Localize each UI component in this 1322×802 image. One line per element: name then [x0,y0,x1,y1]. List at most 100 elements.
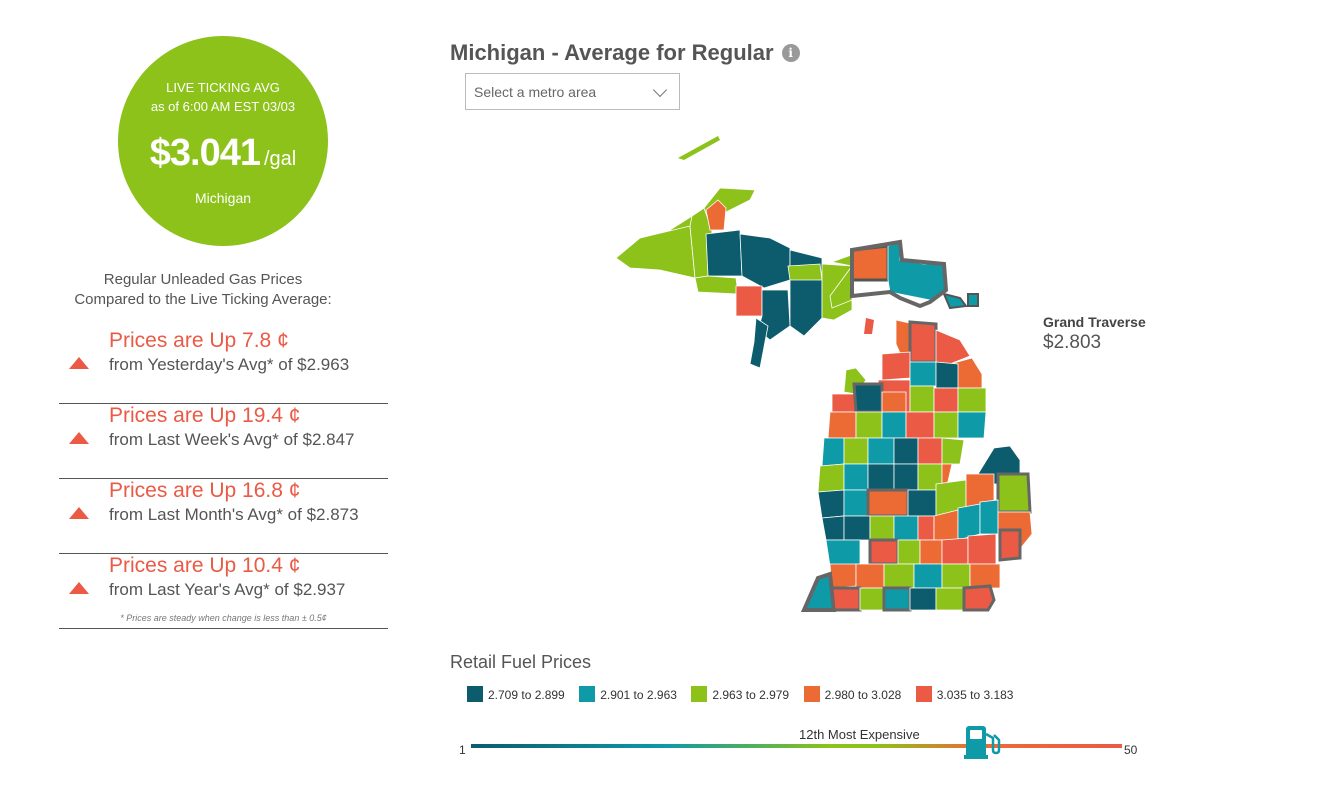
county-menominee[interactable] [749,317,769,369]
county-iron[interactable] [694,275,739,295]
county-drummond[interactable] [967,293,979,307]
county-schoolcraft[interactable] [789,249,823,337]
county-dickinson[interactable] [735,285,763,317]
legend-item: 3.035 to 3.183 [915,686,1013,702]
county-benzie[interactable] [831,393,857,413]
change-detail: from Last Week's Avg* of $2.847 [109,430,355,449]
county-wayne[interactable] [969,563,1001,589]
county-oceana[interactable] [817,463,845,493]
rank-min: 1 [459,743,466,757]
county-montmorency[interactable] [935,361,959,389]
county-st-clair-north[interactable] [979,499,999,535]
county-cheboygan[interactable] [908,320,938,364]
county-alger[interactable] [739,233,791,289]
county-mecosta[interactable] [867,463,895,491]
county-kent[interactable] [843,515,871,541]
county-presque-isle[interactable] [935,329,971,365]
legend-item: 2.709 to 2.899 [467,686,565,702]
county-clinton[interactable] [893,515,919,541]
change-detail: from Last Year's Avg* of $2.937 [109,580,346,599]
county-newaygo[interactable] [843,463,869,491]
legend-swatch [915,686,932,702]
info-icon[interactable]: i [781,44,800,62]
county-alcona[interactable] [957,387,987,413]
change-last-month: Prices are Up 16.8 ¢ from Last Month's A… [59,479,388,554]
county-wexford[interactable] [855,411,883,439]
county-missaukee[interactable] [881,411,907,439]
county-ottawa[interactable] [821,515,845,541]
county-isabella[interactable] [893,463,919,491]
county-chippewa[interactable] [887,241,947,301]
county-small-north[interactable] [864,318,874,334]
price-unit: /gal [263,148,297,170]
county-berrien[interactable] [800,571,837,612]
average-price: $3.041 [149,132,261,174]
county-arenac[interactable] [941,437,965,465]
county-gladwin[interactable] [917,437,943,465]
legend-swatch [803,686,820,702]
county-crawford[interactable] [909,385,935,413]
up-arrow-icon [69,357,89,369]
county-jackson[interactable] [913,563,943,589]
legend-title: Retail Fuel Prices [450,652,592,672]
county-charlevoix[interactable] [881,351,911,381]
county-osceola[interactable] [867,437,895,465]
county-hillsdale[interactable] [909,587,937,611]
county-eaton[interactable] [897,539,921,565]
county-gratiot[interactable] [866,488,910,518]
change-last-week: Prices are Up 19.4 ¢ from Last Week's Av… [59,404,388,479]
county-manistee[interactable] [827,411,857,439]
county-sanilac[interactable] [996,472,1032,514]
chevron-down-icon [652,82,668,98]
county-monroe[interactable] [962,584,996,612]
as-of-timestamp: as of 6:00 AM EST 03/03 [150,99,296,114]
county-lenawee[interactable] [935,587,965,611]
county-lake[interactable] [843,437,869,465]
county-oakland[interactable] [967,533,997,565]
county-lapeer[interactable] [957,503,981,541]
michigan-county-map[interactable] [600,130,1040,620]
county-st-joseph[interactable] [859,587,885,611]
county-oscoda[interactable] [933,387,959,413]
county-washtenaw[interactable] [941,563,971,589]
county-kalamazoo[interactable] [855,563,885,589]
county-van-buren[interactable] [829,563,857,589]
change-amount: Prices are Up 7.8 ¢ [109,329,289,352]
footnote: * Prices are steady when change is less … [120,613,327,623]
county-macomb[interactable] [998,528,1022,562]
county-allegan[interactable] [825,539,861,567]
callout-county-name: Grand Traverse [1043,314,1146,330]
county-kalkaska[interactable] [881,391,907,413]
county-roscommon[interactable] [905,411,935,439]
county-ionia[interactable] [869,515,895,541]
change-last-year: Prices are Up 10.4 ¢ from Last Year's Av… [59,554,388,629]
change-detail: from Yesterday's Avg* of $2.963 [109,355,350,374]
county-calhoun[interactable] [883,563,915,589]
live-ticking-label: LIVE TICKING AVG [166,80,280,95]
county-clare[interactable] [893,437,919,465]
county-cass[interactable] [830,586,862,612]
county-branch[interactable] [882,586,912,612]
county-ogemaw[interactable] [933,411,959,439]
county-marquette[interactable] [705,229,743,277]
county-barry[interactable] [868,538,900,566]
county-ingham[interactable] [919,539,943,565]
county-mason[interactable] [821,437,845,467]
up-arrow-icon [69,432,89,444]
county-muskegon[interactable] [817,489,845,519]
county-montcalm[interactable] [843,489,869,517]
change-amount: Prices are Up 16.8 ¢ [109,479,301,502]
county-saginaw[interactable] [907,489,937,517]
county-luce[interactable] [787,263,823,281]
county-livingston[interactable] [941,537,969,565]
county-baraga[interactable] [705,199,727,231]
county-isle-royale[interactable] [678,136,720,160]
county-mackinac-islands[interactable] [942,292,968,310]
county-otsego[interactable] [909,361,937,387]
county-shiawassee[interactable] [917,515,935,541]
county-grand-traverse[interactable] [852,382,884,414]
legend-swatch [579,686,596,702]
county-iosco[interactable] [957,411,987,439]
metro-select-placeholder: Select a metro area [474,84,597,100]
metro-area-select[interactable]: Select a metro area [465,73,680,110]
